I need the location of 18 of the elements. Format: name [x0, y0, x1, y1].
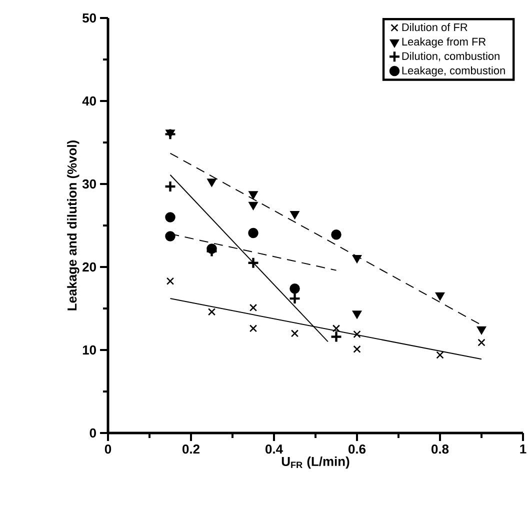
legend-label: Leakage from FR	[402, 38, 486, 48]
legend-label: Dilution of FR	[402, 23, 468, 32]
x-tick-label: 1	[520, 444, 526, 454]
y-tick-label: 10	[82, 345, 96, 355]
y-tick-label: 40	[82, 96, 96, 106]
x-tick-label: 0.6	[348, 444, 366, 454]
x-tick-label: 0.8	[432, 444, 449, 454]
x-tick-label: 0	[104, 444, 112, 454]
legend-label: Leakage, combustion	[402, 66, 505, 77]
legend-label: Dilution, combustion	[402, 52, 500, 62]
x-axis-title: U$_{FR}$ (L/min)	[282, 456, 350, 469]
x-tick-label: 0.4	[266, 444, 283, 454]
y-tick-label: 30	[82, 179, 96, 189]
y-tick-label: 0	[90, 428, 96, 438]
y-tick-label: 50	[82, 13, 96, 23]
y-axis-title: Leakage and dilution (%vol)	[67, 140, 80, 310]
x-tick-label: 0.2	[182, 444, 200, 454]
y-tick-label: 20	[82, 262, 96, 272]
